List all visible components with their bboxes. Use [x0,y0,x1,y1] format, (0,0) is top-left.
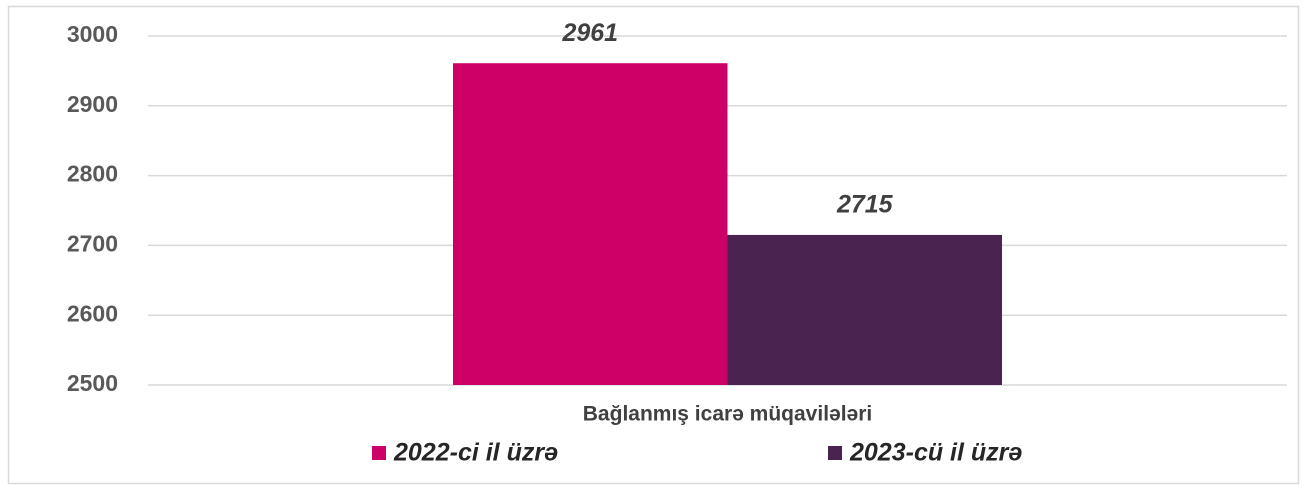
x-tick-label: Bağlanmış icarə müqavilələri [583,403,872,426]
legend-label: 2022-ci il üzrə [393,439,558,467]
bar [453,63,728,386]
y-tick-label: 2700 [67,230,118,256]
y-tick-label: 2500 [67,370,118,396]
y-tick-label: 2600 [67,300,118,326]
legend-label: 2023-cü il üzrə [849,439,1022,467]
y-tick-label: 2900 [67,91,118,117]
bar [727,234,1002,385]
data-label: 2715 [836,191,894,219]
legend-swatch [828,446,842,460]
legend-swatch [372,446,386,460]
y-tick-label: 2800 [67,161,118,187]
data-label: 2961 [561,19,618,47]
y-tick-label: 3000 [67,21,118,47]
